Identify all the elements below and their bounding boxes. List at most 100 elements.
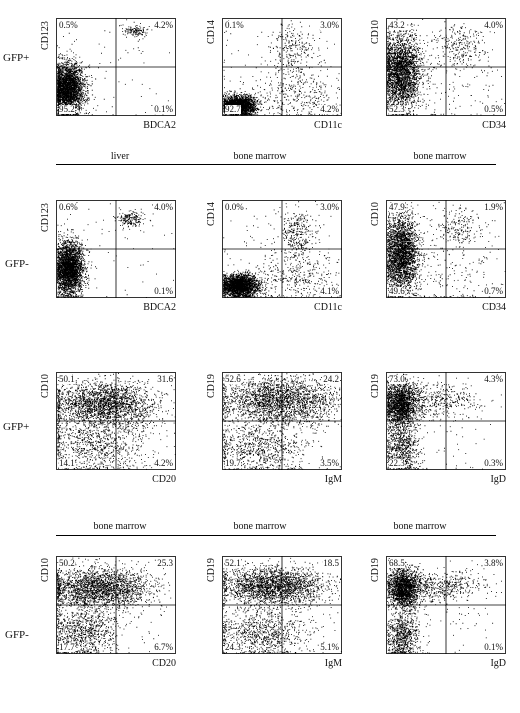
event-points — [387, 558, 502, 654]
x-axis-label: IgM — [324, 658, 342, 669]
y-axis-label: CD19 — [206, 558, 217, 582]
x-axis-label: BDCA2 — [143, 120, 176, 131]
x-axis-label: CD20 — [152, 658, 176, 669]
y-axis-label: CD10 — [40, 374, 51, 398]
quadrant-label-lower-right: 4.2% — [154, 458, 173, 468]
quadrant-label-lower-left: 14.1 — [59, 458, 75, 468]
quadrant-label-upper-right: 31.6 — [157, 374, 173, 384]
quadrant-label-upper-right: 4.2% — [154, 20, 173, 30]
event-points — [223, 201, 342, 298]
scatter-plot-area — [56, 556, 176, 654]
tissue-label: bone marrow — [233, 151, 287, 162]
quadrant-label-lower-left: 19.7 — [225, 458, 241, 468]
quadrant-label-upper-left: 68.5 — [389, 558, 405, 568]
scatter-plot-area — [56, 200, 176, 298]
quadrant-label-lower-left: 22.3 — [389, 458, 405, 468]
x-axis-label: CD34 — [482, 120, 506, 131]
quadrant-label-lower-right: 4.1% — [320, 286, 339, 296]
event-points — [223, 373, 342, 470]
quadrant-label-upper-right: 18.5 — [323, 558, 339, 568]
y-axis-label: CD10 — [370, 20, 381, 44]
scatter-panel-cd10-cd34: 43.2 4.0% 52.3 0.5% CD10 CD34 — [370, 18, 506, 131]
quadrant-label-lower-right: 0.3% — [484, 458, 503, 468]
y-axis-label: CD19 — [206, 374, 217, 398]
scatter-plot-area — [222, 200, 342, 298]
y-axis-label: CD14 — [206, 202, 217, 226]
scatter-plot-area — [222, 372, 342, 470]
x-axis-label: CD34 — [482, 302, 506, 313]
quadrant-label-upper-right: 24.2 — [323, 374, 339, 384]
quadrant-label-lower-left: 49.6 — [389, 286, 405, 296]
quadrant-label-lower-right: 0.5% — [484, 104, 503, 114]
event-points — [57, 557, 172, 654]
quadrant-label-upper-right: 3.0% — [320, 202, 339, 212]
quadrant-label-upper-left: 43.2 — [389, 20, 405, 30]
scatter-plot-area — [386, 556, 506, 654]
quadrant-label-lower-right: 5.1% — [320, 642, 339, 652]
quadrant-label-lower-right: 0.1% — [484, 642, 503, 652]
quadrant-label-upper-left: 0.1% — [225, 20, 244, 30]
event-points — [387, 373, 502, 470]
quadrant-label-upper-right: 4.3% — [484, 374, 503, 384]
x-axis-label: BDCA2 — [143, 302, 176, 313]
scatter-panel-cd123-bdca2: 0.5% 4.2% 95.2 0.1% CD123 BDCA2 — [40, 18, 176, 131]
row-label-4: GFP- — [5, 629, 29, 641]
x-axis-label: CD11c — [314, 120, 342, 131]
tissue-label: bone marrow — [393, 521, 447, 532]
tissue-label: liver — [110, 151, 130, 162]
quadrant-label-upper-left: 50.2 — [59, 558, 75, 568]
divider-rule — [56, 535, 496, 536]
row-label-2: GFP- — [5, 258, 29, 270]
x-axis-label: CD20 — [152, 474, 176, 485]
quadrant-label-upper-right: 25.3 — [157, 558, 173, 568]
quadrant-label-upper-left: 50.1 — [59, 374, 75, 384]
y-axis-label: CD123 — [40, 21, 51, 50]
scatter-plot-area — [222, 556, 342, 654]
row-label-1: GFP+ — [3, 52, 30, 64]
x-axis-label: CD11c — [314, 302, 342, 313]
scatter-panel-cd123-bdca2: 0.6% 4.0% 0.1% CD123 BDCA2 — [40, 200, 176, 313]
event-points — [57, 19, 170, 116]
quadrant-label-upper-right: 4.0% — [154, 202, 173, 212]
quadrant-label-upper-right: 3.0% — [320, 20, 339, 30]
quadrant-label-upper-left: 52.1 — [225, 558, 241, 568]
row-label-3: GFP+ — [3, 421, 30, 433]
scatter-panel-cd10-cd20: 50.1 31.6 14.1 4.2% CD10 CD20 — [40, 372, 176, 485]
y-axis-label: CD14 — [206, 20, 217, 44]
scatter-plot-area — [386, 18, 506, 116]
scatter-panel-cd19-igd: 68.5 3.8% 0.1% CD19 IgD — [370, 556, 506, 669]
quadrant-label-lower-left: 92.7 — [225, 104, 241, 114]
divider-rule — [56, 164, 496, 165]
quadrant-label-lower-left: 24.3 — [225, 642, 241, 652]
y-axis-label: CD19 — [370, 558, 381, 582]
x-axis-label: IgD — [490, 658, 506, 669]
y-axis-label: CD123 — [40, 203, 51, 232]
y-axis-label: CD19 — [370, 374, 381, 398]
quadrant-label-lower-right: 0.1% — [154, 104, 173, 114]
scatter-panel-cd19-igm: 52.1 18.5 24.3 5.1% CD19 IgM — [206, 556, 342, 669]
quadrant-label-upper-right: 4.0% — [484, 20, 503, 30]
quadrant-label-upper-left: 73.0 — [389, 374, 405, 384]
scatter-plot-area — [386, 372, 506, 470]
quadrant-label-upper-left: 0.0% — [225, 202, 244, 212]
y-axis-label: CD10 — [40, 558, 51, 582]
quadrant-label-upper-right: 1.9% — [484, 202, 503, 212]
quadrant-label-lower-right: 0.1% — [154, 286, 173, 296]
quadrant-label-upper-left: 52.6 — [225, 374, 241, 384]
scatter-plot-area — [56, 18, 176, 116]
quadrant-label-upper-left: 47.9 — [389, 202, 405, 212]
scatter-panel-cd14-cd11c: 0.0% 3.0% 4.1% CD14 CD11c — [206, 200, 342, 313]
quadrant-label-upper-right: 3.8% — [484, 558, 503, 568]
quadrant-label-lower-left: 17.7 — [59, 642, 75, 652]
scatter-panel-cd14-cd11c: 0.1% 3.0% 92.7 4.2% CD14 CD11c — [206, 18, 342, 131]
scatter-panel-cd19-igd: 73.0 4.3% 22.3 0.3% CD19 IgD — [370, 372, 506, 485]
x-axis-label: IgD — [490, 474, 506, 485]
quadrant-label-upper-left: 0.5% — [59, 20, 78, 30]
tissue-label: bone marrow — [93, 521, 147, 532]
tissue-label: bone marrow — [413, 151, 467, 162]
quadrant-label-lower-right: 4.2% — [320, 104, 339, 114]
scatter-plot-area — [386, 200, 506, 298]
quadrant-label-lower-right: 6.7% — [154, 642, 173, 652]
quadrant-label-lower-right: 0.7% — [484, 286, 503, 296]
